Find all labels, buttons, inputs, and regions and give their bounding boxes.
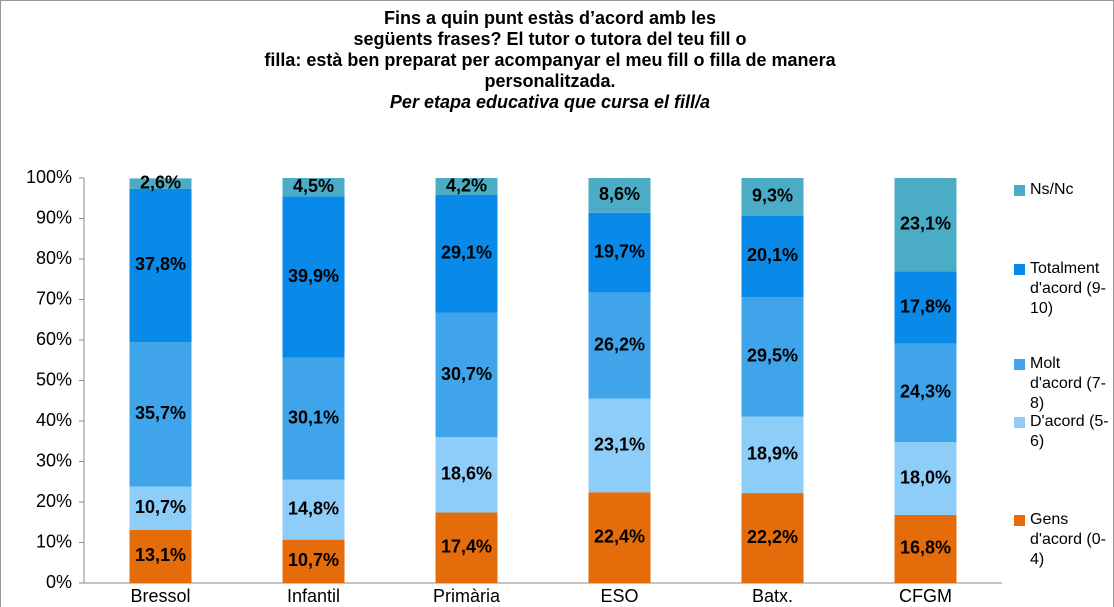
y-tick-label: 60% [36, 329, 72, 349]
data-label: 17,8% [900, 296, 951, 316]
data-label: 37,8% [135, 254, 186, 274]
data-label: 10,7% [135, 497, 186, 517]
x-tick-label: Batx. [752, 586, 793, 606]
bar-segment [435, 312, 498, 438]
data-label: 2,6% [140, 172, 181, 192]
data-label: 9,3% [752, 186, 793, 206]
chart-subtitle: Per etapa educativa que cursa el fill/a [390, 92, 710, 112]
data-label: 29,5% [747, 346, 798, 366]
bar-segment [588, 398, 651, 493]
data-label: 35,7% [135, 403, 186, 423]
bar-segment [282, 479, 345, 540]
data-label: 23,1% [900, 214, 951, 234]
legend-swatch [1014, 185, 1025, 196]
x-tick-label: Primària [433, 586, 501, 606]
bar-segment [282, 178, 345, 197]
bar-segment [129, 188, 192, 343]
y-tick-label: 40% [36, 410, 72, 430]
data-label: 17,4% [441, 537, 492, 557]
bar-segment [282, 357, 345, 480]
bar-segment [129, 342, 192, 487]
data-label: 18,6% [441, 464, 492, 484]
chart-title: següents frases? El tutor o tutora del t… [353, 29, 746, 49]
bar-segment [894, 514, 957, 583]
data-label: 30,7% [441, 364, 492, 384]
data-label: 20,1% [747, 245, 798, 265]
bar-segment [741, 215, 804, 298]
legend-label: Totalment d'acord (9-10) [1030, 260, 1106, 317]
bar-segment [741, 416, 804, 494]
bar-segment [741, 178, 804, 216]
legend-swatch [1014, 417, 1025, 428]
legend-label: Molt d'acord (7-8) [1030, 355, 1106, 412]
bar-segment [435, 195, 498, 313]
data-label: 16,8% [900, 538, 951, 558]
data-label: 26,2% [594, 334, 645, 354]
bar-segment [894, 343, 957, 443]
data-label: 14,8% [288, 498, 339, 518]
data-label: 22,4% [594, 526, 645, 546]
bar-segment [894, 178, 957, 272]
x-tick-label: ESO [600, 586, 638, 606]
y-tick-label: 20% [36, 491, 72, 511]
data-label: 39,9% [288, 266, 339, 286]
bar-segment [129, 529, 192, 583]
data-label: 30,1% [288, 408, 339, 428]
y-tick-label: 50% [36, 369, 72, 389]
x-tick-label: Bressol [130, 586, 190, 606]
data-label: 10,7% [288, 550, 339, 570]
data-label: 4,5% [293, 176, 334, 196]
data-label: 13,1% [135, 545, 186, 565]
bar-segment [588, 492, 651, 583]
bar-segment [894, 442, 957, 515]
bar-segment [435, 437, 498, 513]
chart-title: filla: està ben preparat per acompanyar … [264, 50, 836, 70]
data-label: 22,2% [747, 527, 798, 547]
chart-title: personalitzada. [484, 71, 615, 91]
x-tick-label: Infantil [287, 586, 340, 606]
legend-label: Ns/Nc [1030, 181, 1074, 198]
y-tick-label: 10% [36, 531, 72, 551]
bar-segment [282, 196, 345, 358]
bar-segment [129, 486, 192, 530]
legend-label: Gens d'acord (0-4) [1030, 511, 1106, 568]
y-tick-label: 0% [46, 572, 72, 592]
y-tick-label: 30% [36, 450, 72, 470]
legend-swatch [1014, 359, 1025, 370]
data-label: 29,1% [441, 243, 492, 263]
data-label: 23,1% [594, 434, 645, 454]
y-tick-label: 80% [36, 248, 72, 268]
y-tick-label: 90% [36, 207, 72, 227]
data-label: 18,9% [747, 444, 798, 464]
legend-label: D'acord (5-6) [1030, 413, 1109, 450]
bar-segment [741, 493, 804, 583]
data-label: 4,2% [446, 175, 487, 195]
y-tick-label: 100% [26, 167, 72, 187]
bar-segment [588, 178, 651, 213]
y-tick-label: 70% [36, 288, 72, 308]
legend-swatch [1014, 264, 1025, 275]
bar-segment [435, 512, 498, 583]
x-tick-label: CFGM [899, 586, 952, 606]
chart-title: Fins a quin punt estàs d’acord amb les [384, 8, 716, 28]
bar-segment [588, 292, 651, 399]
legend-swatch [1014, 515, 1025, 526]
bar-segment [894, 271, 957, 344]
bar-segment [282, 539, 345, 583]
data-label: 19,7% [594, 241, 645, 261]
bar-segment [741, 297, 804, 417]
bar-segment [129, 178, 192, 189]
data-label: 24,3% [900, 382, 951, 402]
data-label: 8,6% [599, 184, 640, 204]
bar-segment [588, 212, 651, 293]
bar-segment [435, 178, 498, 196]
data-label: 18,0% [900, 467, 951, 487]
